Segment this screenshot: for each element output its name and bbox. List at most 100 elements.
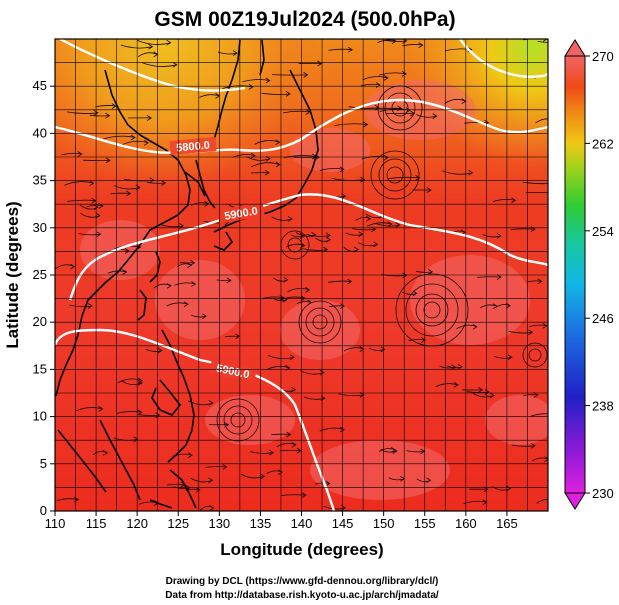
streamline-arrowhead <box>209 505 215 511</box>
streamline <box>266 365 290 371</box>
streamline <box>110 192 131 195</box>
streamline-arrowhead <box>511 197 517 204</box>
streamline <box>251 162 280 168</box>
streamline-arrowhead <box>96 231 102 238</box>
streamline-arrowhead <box>489 392 495 399</box>
streamline-arrowhead <box>373 241 379 248</box>
streamline <box>352 228 376 231</box>
streamline-arrowhead <box>496 232 502 239</box>
streamline-arrowhead <box>93 109 99 116</box>
streamline-arrowhead <box>530 226 536 232</box>
streamline <box>287 287 310 293</box>
streamline-arrowhead <box>311 231 317 238</box>
x-tick-label: 145 <box>332 516 354 531</box>
colorbar-tick-label: 270 <box>592 49 614 64</box>
x-axis: 110 115 120 125 130 135 140 145 150 155 160 165 Lon… <box>45 511 518 559</box>
streamline <box>510 228 536 230</box>
streamline-arrowhead <box>451 364 457 371</box>
contour-label-5900-north: 5900.0 <box>224 205 259 223</box>
streamline-arrowhead <box>317 60 323 67</box>
streamline-arrowhead <box>166 39 172 46</box>
streamline <box>102 135 136 140</box>
streamline <box>113 185 140 190</box>
colorbar-bar <box>564 55 586 494</box>
streamline-arrowhead <box>300 295 306 302</box>
streamline-arrowhead <box>290 386 296 393</box>
streamline <box>146 182 166 184</box>
streamline <box>166 302 189 307</box>
streamline <box>456 324 477 330</box>
streamline-arrowhead <box>410 110 416 117</box>
streamline-arrowhead <box>296 447 302 454</box>
streamline <box>120 44 153 49</box>
streamline-arrowhead <box>537 278 543 285</box>
streamline-arrowhead <box>137 380 143 386</box>
streamline <box>416 270 433 273</box>
y-tick-labels: 0 5 10 15 20 25 30 35 40 45 <box>33 78 47 518</box>
streamline <box>76 407 103 412</box>
streamline-arrowhead <box>301 492 307 498</box>
streamline <box>334 123 368 126</box>
streamline-arrowhead <box>549 499 553 504</box>
streamline-arrowhead <box>187 452 193 458</box>
streamline <box>95 105 116 108</box>
streamline <box>535 118 548 124</box>
streamline <box>343 347 364 352</box>
x-tick-label: 115 <box>86 516 107 531</box>
streamline-arrowhead <box>339 303 345 310</box>
streamline <box>303 396 325 400</box>
streamline-arrowhead <box>157 347 163 354</box>
streamline <box>78 233 101 236</box>
colorbar-top-arrow <box>564 39 586 57</box>
streamline <box>378 72 407 76</box>
streamline-arrowhead <box>183 301 189 308</box>
streamline-arrowhead <box>264 169 270 176</box>
streamline <box>306 233 331 237</box>
streamlines <box>55 39 557 511</box>
streamline-arrowhead <box>428 269 434 275</box>
streamline <box>137 40 171 45</box>
streamline-arrowhead <box>325 232 331 239</box>
streamline <box>328 280 352 283</box>
streamline <box>67 199 96 202</box>
streamline-arrowhead <box>105 112 111 119</box>
streamline-arrowhead <box>289 354 295 361</box>
streamline-arrowhead <box>507 354 513 361</box>
streamline <box>89 114 110 117</box>
y-axis: 0 5 10 15 20 25 30 35 40 45 Latitude (degrees) <box>3 78 55 518</box>
streamline-arrowhead <box>325 236 331 243</box>
streamline-arrowhead <box>201 313 207 320</box>
streamline-arrowhead <box>148 43 154 50</box>
streamline <box>261 92 291 95</box>
streamline-arrowhead <box>553 40 557 45</box>
streamline-arrowhead <box>190 259 196 266</box>
streamline-arrowhead <box>383 75 389 81</box>
streamline-arrowhead <box>146 115 152 121</box>
streamline-arrowhead <box>93 204 99 211</box>
streamline <box>416 114 437 118</box>
streamline <box>61 152 82 156</box>
x-tick-label: 155 <box>414 516 436 531</box>
streamline <box>280 494 306 496</box>
streamline-arrowhead <box>544 456 548 463</box>
streamline <box>190 477 213 483</box>
streamline <box>408 339 426 342</box>
streamline-arrowhead <box>426 187 432 193</box>
streamline-arrowhead <box>542 322 548 329</box>
streamline-arrowhead <box>124 248 130 254</box>
streamline-arrowhead <box>305 287 311 293</box>
streamline <box>190 202 209 206</box>
streamline-arrowhead <box>478 387 484 393</box>
streamline-arrowhead <box>287 216 293 222</box>
x-tick-label: 110 <box>45 516 66 531</box>
streamline <box>522 181 548 185</box>
streamline-arrowhead <box>285 91 291 97</box>
y-tick-label: 5 <box>40 456 47 471</box>
streamline-arrowhead <box>133 436 139 443</box>
streamline-arrowhead <box>359 346 365 352</box>
streamline-arrowhead <box>365 215 371 222</box>
x-tick-label: 150 <box>373 516 395 531</box>
streamline-arrowhead <box>87 303 93 309</box>
streamline-arrowhead <box>208 400 214 406</box>
